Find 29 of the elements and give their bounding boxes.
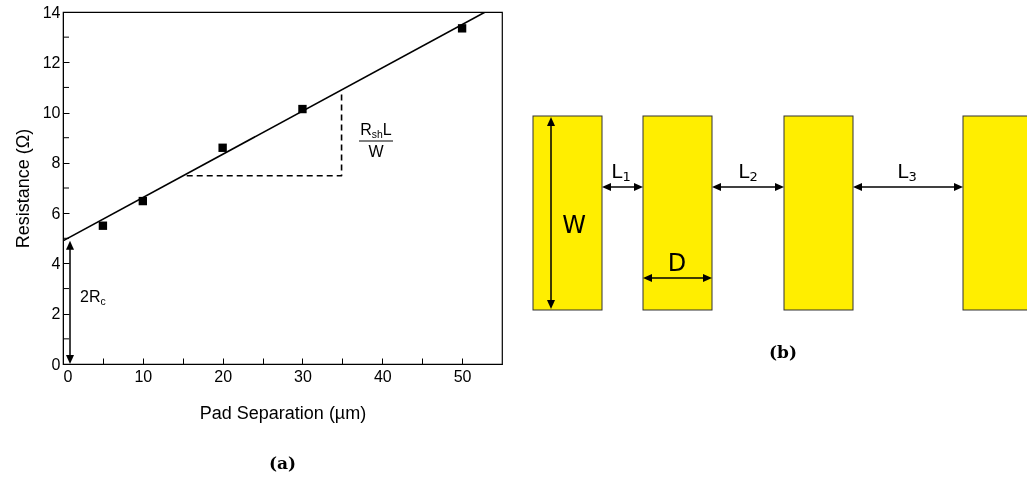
y-axis-title: Resistance (Ω)	[12, 128, 33, 249]
x-axis-title: Pad Separation (µm)	[199, 402, 367, 423]
x-tick-label: 0	[63, 367, 73, 385]
x-tick-label: 10	[134, 367, 153, 385]
y-tick-label: 10	[42, 104, 61, 122]
y-tick-label: 0	[51, 355, 61, 373]
text: D	[667, 249, 687, 277]
y-tick-label: 8	[51, 154, 61, 172]
x-tick-label: 50	[453, 367, 472, 385]
y-tick-label: 6	[51, 204, 61, 222]
text: W	[562, 211, 586, 239]
text: (b)	[769, 341, 797, 362]
point	[218, 143, 227, 152]
text: L$_{1}$	[611, 158, 631, 185]
y-tick-label: 14	[42, 3, 61, 21]
text: L$_{2}$	[738, 158, 758, 185]
point	[98, 221, 108, 230]
x-tick-label: 40	[373, 367, 392, 385]
x-tick-label: 30	[294, 367, 312, 385]
text: L$_{3}$	[897, 158, 917, 185]
point	[457, 24, 467, 33]
y-tick-label: 12	[42, 53, 61, 71]
annotation: W	[368, 143, 384, 160]
text: (a)	[268, 453, 297, 473]
annotation: R$_{sh}$L	[360, 121, 392, 140]
x-tick-label: 20	[214, 367, 233, 385]
y-tick-label: 2	[51, 305, 61, 323]
y-tick-label: 4	[51, 254, 61, 272]
annotation: 2R$_{c}$	[80, 288, 106, 307]
